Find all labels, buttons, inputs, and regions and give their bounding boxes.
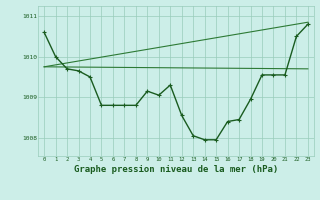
X-axis label: Graphe pression niveau de la mer (hPa): Graphe pression niveau de la mer (hPa) (74, 165, 278, 174)
